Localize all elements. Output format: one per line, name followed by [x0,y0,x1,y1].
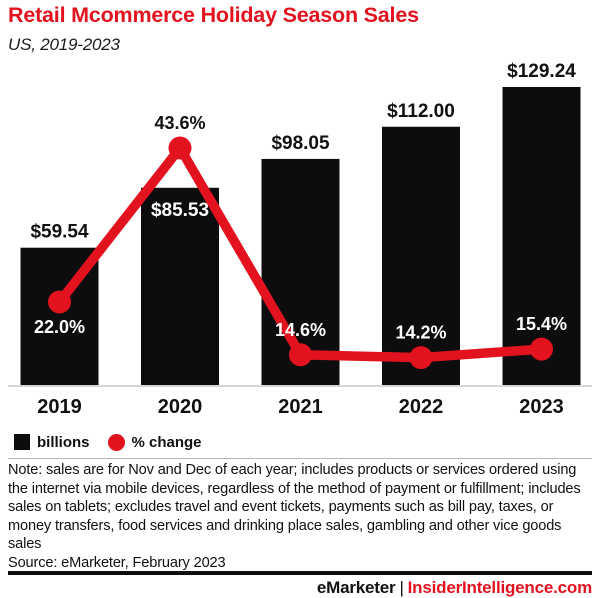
bar-2023 [502,87,581,385]
x-axis-label-2021: 2021 [278,396,323,418]
pct-label-2022: 14.2% [395,323,446,343]
x-axis-label-2022: 2022 [399,396,444,418]
combo-chart: $59.54 $85.53 $98.05 $112.00 $129.24 22.0% 43.… [8,61,592,418]
bar-value-label-2023: $129.24 [507,61,576,82]
pct-label-2021: 14.6% [275,320,326,340]
bar-value-label-2021: $98.05 [271,133,330,154]
footer-brand: eMarketer [316,578,396,597]
x-axis-label-2020: 2020 [158,396,203,418]
bar-swatch-icon [14,434,30,450]
pct-dot-2021 [289,343,312,367]
chart-legend: billions % change [14,432,202,452]
bar-2020 [141,187,219,385]
pct-dot-2019 [48,290,71,314]
x-axis-label-2023: 2023 [519,396,564,418]
note-text: Note: sales are for Nov and Dec of each … [8,462,581,552]
bar-value-label-2019: $59.54 [30,222,89,243]
legend-item-billions: billions [14,434,90,451]
line-swatch-icon [107,433,125,451]
pct-label-2023: 15.4% [516,314,567,334]
footer-branding: eMarketer | InsiderIntelligence.com [8,578,592,598]
x-axis-label-2019: 2019 [37,396,82,418]
pct-dot-2022 [409,346,433,370]
footer-separator: | [399,578,404,597]
legend-item-pct-change: % change [107,433,202,451]
pct-label-2020: 43.6% [154,113,205,133]
legend-label-billions: billions [37,433,90,451]
pct-dot-2020 [168,136,192,160]
source-text: Source: eMarketer, February 2023 [8,554,226,571]
chart-subtitle: US, 2019-2023 [8,35,120,54]
bar-value-label-2022: $112.00 [387,101,455,122]
bar-value-label-2020: $85.53 [151,200,209,221]
legend-note-divider [8,458,592,459]
notes-block: Note: sales are for Nov and Dec of each … [8,461,594,572]
pct-label-2019: 22.0% [34,317,85,337]
footer-divider [8,571,592,575]
legend-label-pct-change: % change [131,433,202,451]
chart-title: Retail Mcommerce Holiday Season Sales [8,3,419,27]
pct-dot-2023 [530,337,553,361]
bar-2022 [382,126,460,386]
footer-site-link[interactable]: InsiderIntelligence.com [407,578,593,597]
